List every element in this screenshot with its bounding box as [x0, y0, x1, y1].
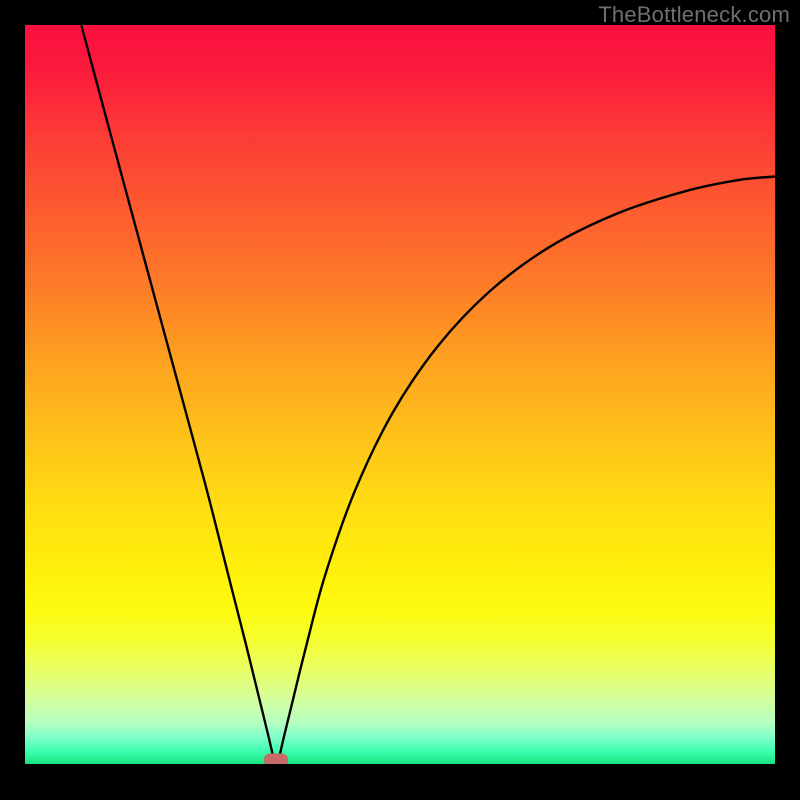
chart-canvas: TheBottleneck.com [0, 0, 800, 800]
bottleneck-curve [81, 25, 775, 764]
minimum-marker [264, 754, 288, 767]
watermark-text: TheBottleneck.com [598, 2, 790, 28]
bottleneck-curve-layer [0, 0, 800, 800]
